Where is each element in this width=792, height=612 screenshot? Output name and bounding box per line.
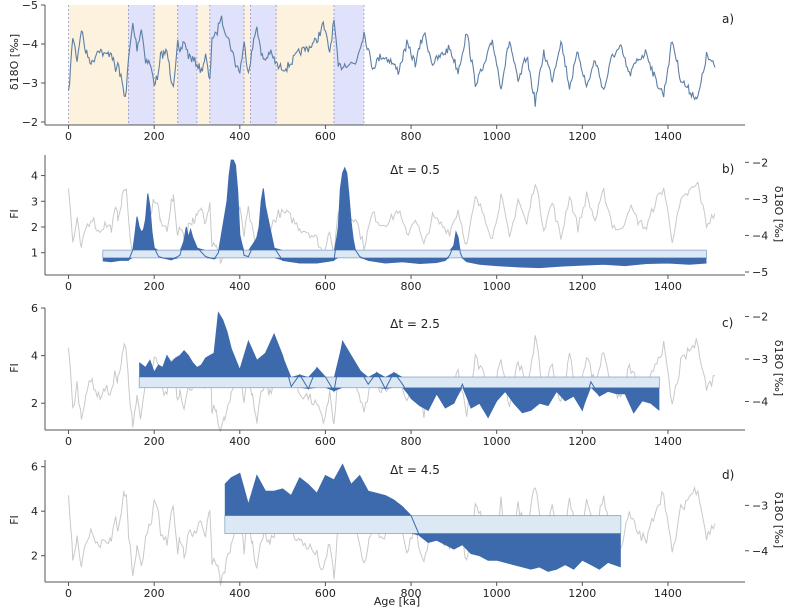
panel-b-ytick-label-4: 4	[31, 170, 38, 183]
panel-d-confidence-band	[224, 515, 622, 534]
panel-d-fi-area	[224, 464, 621, 572]
panel-b-right-ytick-label--4: −4	[752, 229, 768, 242]
panel-b-xtick-label-1400: 1400	[654, 280, 682, 293]
panel-a-xtick-label-600: 600	[315, 130, 336, 143]
panel-d-d18o-gray-series	[68, 485, 716, 586]
panel-c-ytick-label-4: 4	[31, 350, 38, 363]
panel-d-ytick-label-6: 6	[31, 461, 38, 474]
panel-b-right-ytick-label--3: −3	[752, 193, 768, 206]
panel-a-label: a)	[722, 12, 734, 26]
panel-b-ytick-label-1: 1	[31, 247, 38, 260]
panel-a-ytick-label--2: −2	[22, 116, 38, 129]
panel-b-xtick-label-1200: 1200	[568, 280, 596, 293]
panel-b-fi-line	[102, 159, 707, 269]
panel-d-right-ytick-label--3: −3	[752, 499, 768, 512]
panel-c-confidence-band	[138, 376, 660, 389]
panel-c-right-ytick-label--2: −2	[752, 311, 768, 324]
panel-d-ytick-label-2: 2	[31, 550, 38, 563]
panel-b-ytick-label-2: 2	[31, 221, 38, 234]
panel-d-xtick-label-200: 200	[144, 587, 165, 600]
panel-d-xtick-label-1400: 1400	[654, 587, 682, 600]
panel-b-ytick-label-3: 3	[31, 195, 38, 208]
panel-a-d18o-series	[67, 15, 716, 107]
panel-b-xtick-label-1000: 1000	[483, 280, 511, 293]
panel-b-d18o-gray-series	[68, 181, 716, 264]
panel-c-xtick-label-1400: 1400	[654, 435, 682, 448]
panel-d-label: d)	[722, 468, 734, 482]
panel-c-xtick-label-200: 200	[144, 435, 165, 448]
panel-c-right-ylabel: δ18O [‰]	[772, 340, 785, 396]
panel-d-ylabel: FI	[8, 515, 21, 525]
panel-d-xtick-label-600: 600	[315, 587, 336, 600]
panel-a-ytick-label--5: −5	[22, 0, 38, 12]
panel-d-xtick-label-0: 0	[65, 587, 72, 600]
panel-a-xtick-label-800: 800	[401, 130, 422, 143]
panel-c: 0 200 400 600 800 1000 1200 1400 246 −2−3−4 FI …	[8, 302, 785, 448]
panel-b-right-ytick-label--2: −2	[752, 156, 768, 169]
panel-b-xtick-label-800: 800	[401, 280, 422, 293]
panel-c-fi-area	[139, 312, 660, 418]
panel-a-shade-5	[209, 5, 245, 125]
panel-c-xtick-label-0: 0	[65, 435, 72, 448]
panel-a-xtick-label-1000: 1000	[483, 130, 511, 143]
panel-a-xtick-label-1400: 1400	[654, 130, 682, 143]
panel-c-xtick-label-1200: 1200	[568, 435, 596, 448]
panel-c-d18o-gray-series	[68, 335, 716, 433]
panel-d-ytick-label-4: 4	[31, 505, 38, 518]
panel-c-xtick-label-400: 400	[229, 435, 250, 448]
panel-d-xtick-label-800: 800	[401, 587, 422, 600]
panel-c-xtick-label-1000: 1000	[483, 435, 511, 448]
panel-a-xtick-label-400: 400	[229, 130, 250, 143]
panel-c-title: Δt = 2.5	[390, 317, 440, 331]
panel-b-title: Δt = 0.5	[390, 163, 440, 177]
panel-b-xtick-label-600: 600	[315, 280, 336, 293]
panel-a-shade-7	[250, 5, 277, 125]
panel-c-ytick-label-2: 2	[31, 397, 38, 410]
panel-d-fi-line	[224, 463, 621, 572]
panel-b-ylabel: FI	[8, 209, 21, 219]
panel-d-xtick-label-1000: 1000	[483, 587, 511, 600]
panel-c-ylabel: FI	[8, 363, 21, 373]
panel-c-ytick-label-6: 6	[31, 302, 38, 315]
panel-a-ytick-label--3: −3	[22, 77, 38, 90]
panel-b-label: b)	[722, 162, 734, 176]
panel-b-xtick-label-200: 200	[144, 280, 165, 293]
panel-c-right-ytick-label--4: −4	[752, 396, 768, 409]
panel-a-shade-3	[177, 5, 197, 125]
panel-c-label: c)	[722, 316, 733, 330]
panel-c-xtick-label-600: 600	[315, 435, 336, 448]
panel-d-title: Δt = 4.5	[390, 463, 440, 477]
panel-a-shade-6	[244, 5, 251, 125]
panel-c-xtick-label-800: 800	[401, 435, 422, 448]
panel-b-xtick-label-400: 400	[229, 280, 250, 293]
panel-a-ytick-label--4: −4	[22, 38, 38, 51]
panel-a-xtick-label-200: 200	[144, 130, 165, 143]
panel-b-confidence-band	[102, 249, 707, 259]
panel-b-xtick-label-0: 0	[65, 280, 72, 293]
panel-d-right-ylabel: δ18O [‰]	[772, 492, 785, 548]
panel-a-shade-8	[276, 5, 334, 125]
panel-a-xtick-label-0: 0	[65, 130, 72, 143]
panel-a-xtick-label-1200: 1200	[568, 130, 596, 143]
panel-b-right-ylabel: δ18O [‰]	[772, 186, 785, 242]
panel-a: 0 200 400 600 800 1000 1200 1400 −2 −3 −4 −5 δ18O …	[8, 0, 745, 143]
panel-d-xtick-label-400: 400	[229, 587, 250, 600]
panel-a-shade-0	[68, 5, 129, 125]
panel-d-right-ytick-label--4: −4	[752, 545, 768, 558]
panel-c-right-ytick-label--3: −3	[752, 353, 768, 366]
panel-a-shade-2	[154, 5, 178, 125]
panel-a-ylabel: δ18O [‰]	[8, 34, 21, 90]
panel-c-fi-line	[138, 311, 660, 419]
panel-d-xtick-label-1200: 1200	[568, 587, 596, 600]
panel-b-right-ytick-label--5: −5	[752, 266, 768, 279]
x-axis-label: Age [ka]	[374, 595, 420, 608]
panel-d: 0 200 400 600 800 1000 1200 1400 2 4 6 −3 −4 FI δ1…	[8, 460, 785, 608]
